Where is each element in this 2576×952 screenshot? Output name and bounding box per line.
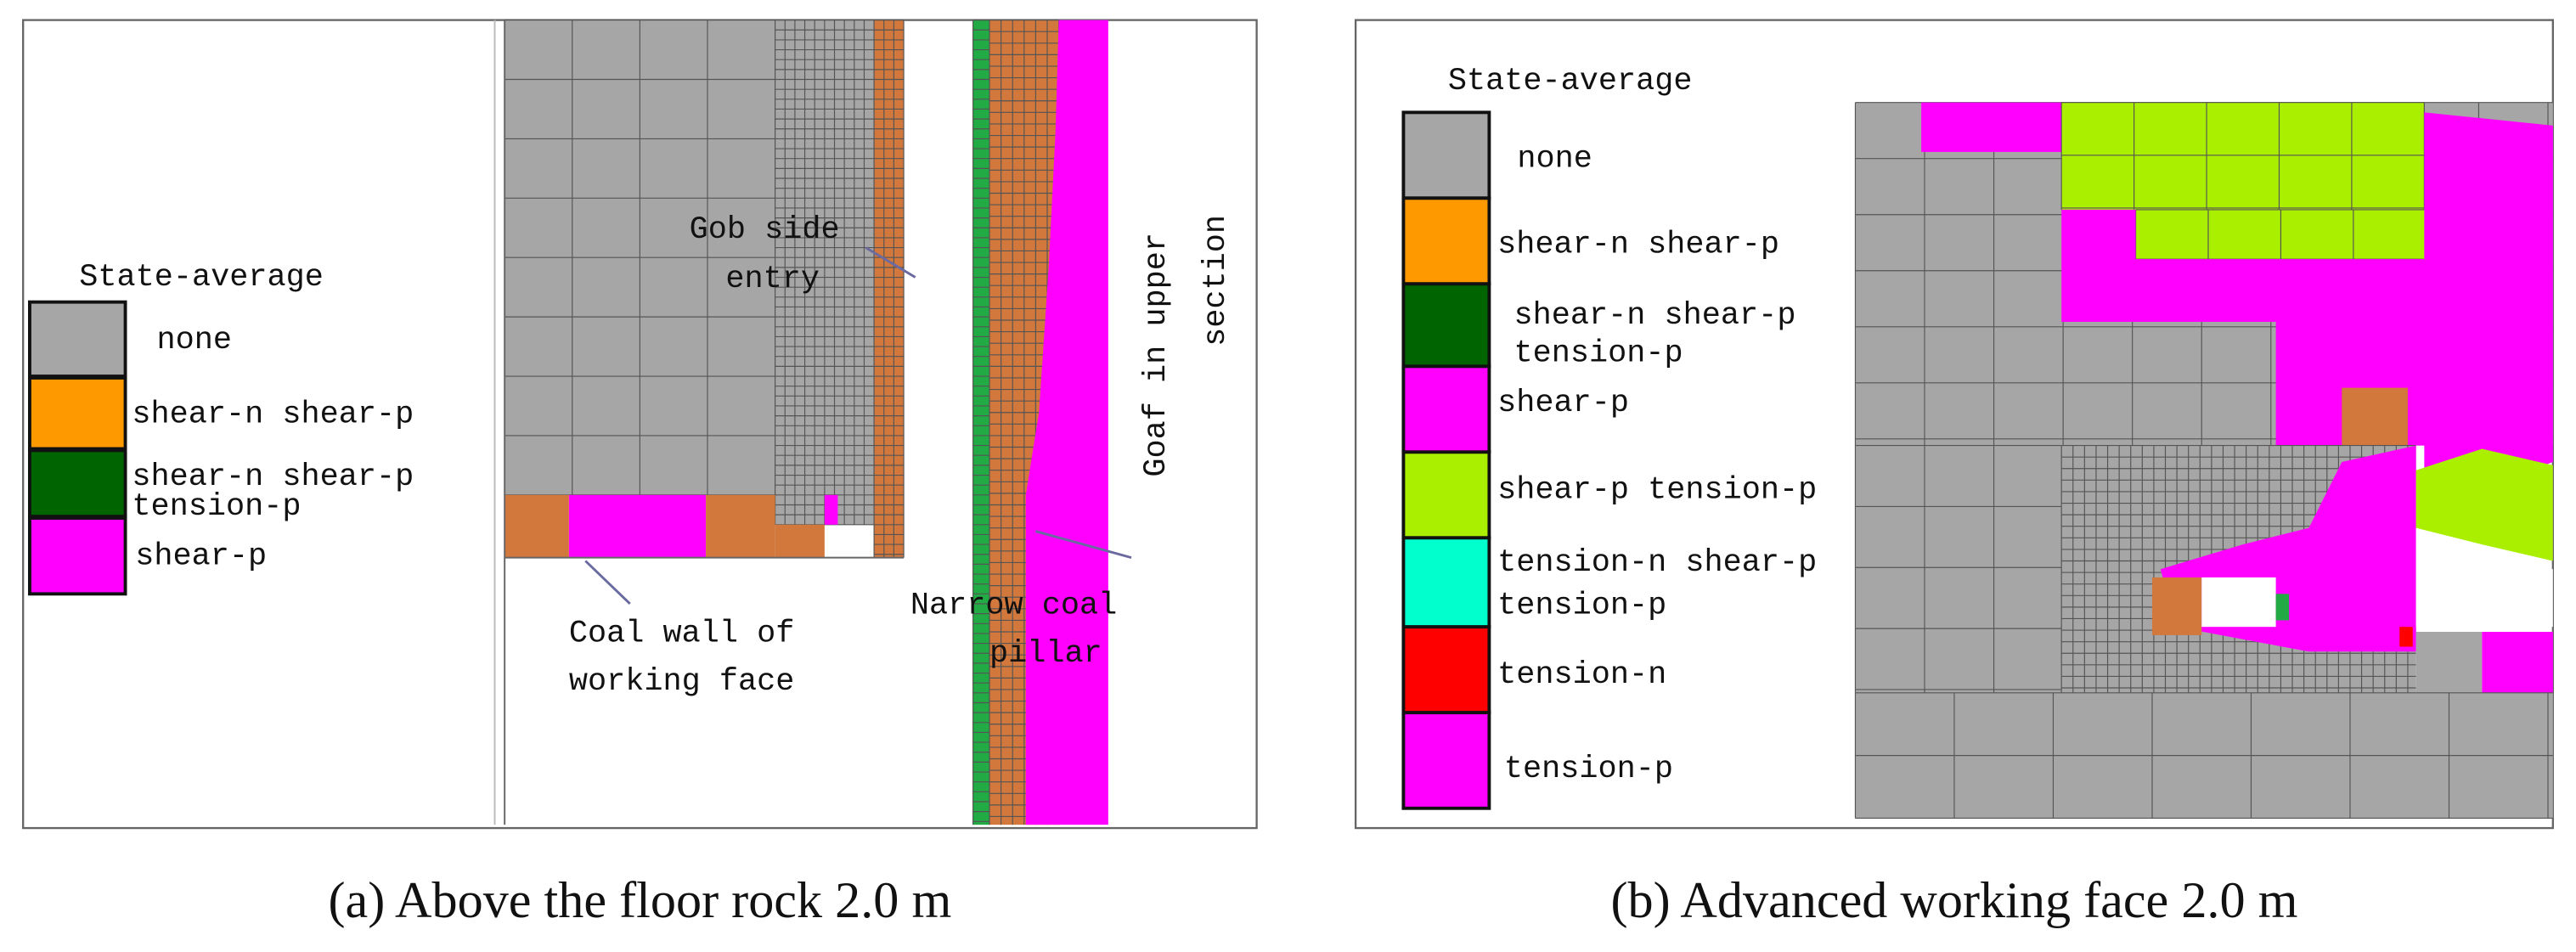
legend-label: tension-p	[1497, 589, 1666, 624]
legend-label: shear-p tension-p	[1497, 473, 1817, 509]
legend-swatch	[1401, 536, 1491, 629]
mesh-zone	[824, 494, 838, 525]
legend-swatch	[1401, 282, 1491, 369]
annotation: pillar	[989, 636, 1102, 672]
pointer-line	[1035, 530, 1132, 560]
panel-a: State-average none shear-n shear-p shear-n …	[28, 20, 1234, 929]
legend-swatch	[28, 376, 127, 451]
mesh-zone	[775, 524, 825, 558]
mesh-grid	[989, 20, 1060, 825]
legend-swatch	[1401, 450, 1491, 540]
annotation: Coal wall of	[569, 617, 795, 652]
mesh-zone	[568, 494, 707, 558]
mesh-zone	[2275, 594, 2290, 621]
legend-label: shear-n shear-p	[132, 459, 414, 495]
pointer-line	[865, 246, 916, 279]
legend-label: shear-n shear-p	[1514, 298, 1796, 334]
legend-swatch	[28, 516, 127, 596]
legend-swatch	[28, 448, 127, 519]
mesh-zone	[706, 494, 775, 558]
mesh-zone	[2135, 209, 2425, 260]
mesh-zone	[1921, 102, 2062, 152]
legend-label: none	[1517, 141, 1592, 177]
annotation: section	[1198, 215, 1234, 346]
shear-zone	[1025, 20, 1108, 825]
annotation: working face	[569, 664, 795, 700]
legend-title: State-average	[1448, 64, 1693, 99]
legend-swatch	[1401, 625, 1491, 715]
legend-label: shear-n shear-p	[132, 397, 414, 432]
annotation: Gob side	[690, 212, 840, 248]
mesh-zone	[2482, 631, 2553, 693]
mesh-grid	[873, 20, 905, 558]
caption: (b) Advanced working face 2.0 m	[1611, 872, 2298, 929]
legend-swatch	[1401, 364, 1491, 454]
mesh-grid	[1854, 692, 2553, 819]
mesh-zone	[504, 494, 569, 558]
legend-label: tension-p	[1514, 336, 1683, 372]
annotation: Goaf in upper	[1139, 233, 1175, 477]
mesh-zone	[2399, 627, 2413, 647]
mesh-grid	[2060, 102, 2425, 210]
shear-zone	[2061, 112, 2553, 512]
mesh-zone	[972, 20, 990, 825]
void	[2415, 527, 2553, 628]
legend-label: shear-n shear-p	[1497, 227, 1779, 262]
legend-label: none	[156, 323, 232, 358]
annotation: Narrow coal	[910, 589, 1117, 624]
mesh-zone	[2342, 387, 2408, 446]
mesh-zone	[2151, 577, 2202, 635]
legend-label: shear-p	[135, 538, 267, 574]
mesh-zone	[1855, 445, 2062, 693]
mesh-zone	[2201, 577, 2276, 628]
legend-swatch	[1401, 196, 1491, 286]
legend-label: tension-n	[1497, 657, 1666, 693]
annotation: entry	[725, 262, 820, 297]
panel-b: State-average none shear-n shear-p shear-n …	[1401, 64, 2553, 929]
pointer-line	[584, 560, 631, 606]
mesh-zone	[2061, 102, 2425, 210]
mesh-zone	[874, 20, 905, 558]
mesh-zone	[2415, 631, 2483, 693]
legend-swatch	[1401, 711, 1491, 810]
legend-swatch	[1401, 110, 1491, 200]
tension-zone	[2415, 448, 2553, 561]
caption: (a) Above the floor rock 2.0 m	[329, 872, 952, 929]
legend-label: tension-p	[1504, 752, 1673, 787]
legend-swatch	[28, 300, 127, 378]
legend-label: shear-p	[1497, 386, 1629, 421]
mesh-grid	[1854, 444, 2062, 693]
legend-label: tension-n shear-p	[1497, 545, 1817, 581]
legend-label: tension-p	[132, 489, 301, 525]
legend-title: State-average	[79, 260, 324, 296]
